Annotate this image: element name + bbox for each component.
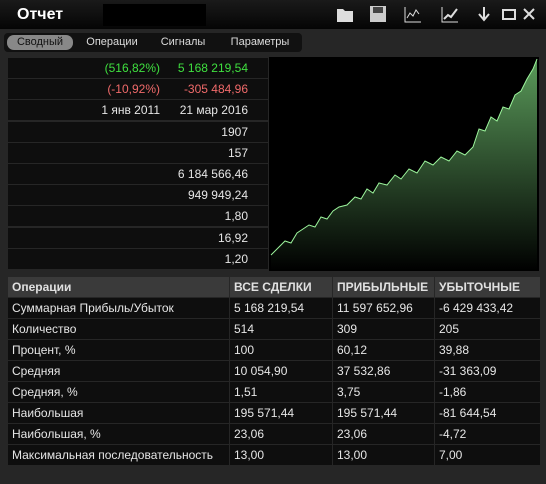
- table-cell: -31 363,09: [435, 361, 540, 381]
- redacted-field: [103, 4, 206, 26]
- table-cell: 195 571,44: [230, 403, 332, 423]
- summary-value: (-10,92%): [107, 82, 160, 97]
- table-cell: 39,88: [435, 340, 540, 360]
- summary-row: [8, 142, 268, 163]
- table-cell: -6 429 433,42: [435, 298, 540, 318]
- tab[interactable]: Сводный: [7, 35, 73, 50]
- summary-value: 6 184 566,46: [177, 167, 248, 181]
- chart-icon[interactable]: [403, 5, 423, 23]
- table-cell: 10 054,90: [230, 361, 332, 381]
- summary-row: [8, 227, 268, 248]
- summary-row: [8, 100, 268, 121]
- table-cell: 205: [435, 319, 540, 339]
- summary-value: 16,92: [217, 230, 248, 245]
- equity-line: [270, 58, 538, 256]
- open-icon[interactable]: [335, 5, 355, 23]
- minimize-icon[interactable]: [500, 5, 520, 23]
- table-cell: 100: [230, 340, 332, 360]
- summary-row: [8, 206, 268, 227]
- summary-row: [8, 79, 268, 100]
- table-cell: 514: [230, 319, 332, 339]
- summary-value: 1 янв 2011: [101, 103, 160, 118]
- tab[interactable]: Параметры: [230, 36, 290, 48]
- equity-chart: [269, 57, 539, 271]
- table-cell: Процент, %: [8, 340, 229, 360]
- table-cell: Средняя, %: [8, 382, 229, 402]
- table-cell: 60,12: [333, 340, 434, 360]
- table-header: ПРИБЫЛЬНЫЕ: [333, 277, 434, 297]
- summary-value: 1,20: [224, 251, 248, 266]
- save-icon[interactable]: [368, 5, 388, 23]
- summary-value: 157: [227, 145, 248, 160]
- table-cell: 309: [333, 319, 434, 339]
- table-cell: 11 597 652,96: [333, 298, 434, 318]
- table-header: ВСЕ СДЕЛКИ: [230, 277, 332, 297]
- close-icon[interactable]: [520, 5, 540, 23]
- summary-value: (516,82%): [104, 61, 160, 75]
- table-cell: 13,00: [333, 445, 434, 465]
- table-cell: Количество: [8, 319, 229, 339]
- table-cell: -4,72: [435, 424, 540, 444]
- table-cell: Наибольшая: [8, 403, 229, 423]
- table-cell: Суммарная Прибыль/Убыток: [8, 298, 229, 318]
- equity-icon[interactable]: [440, 5, 460, 23]
- table-cell: -1,86: [435, 382, 540, 402]
- summary-row: [8, 121, 268, 142]
- equity-area: [271, 59, 537, 271]
- tab[interactable]: Операции: [86, 36, 138, 48]
- window-title: Отчет: [17, 6, 64, 23]
- title-bar: Отчет: [0, 0, 546, 29]
- table-cell: 1,51: [230, 382, 332, 402]
- table-cell: 13,00: [230, 445, 332, 465]
- table-cell: 37 532,86: [333, 361, 434, 381]
- table-cell: 23,06: [230, 424, 332, 444]
- tab[interactable]: Сигналы: [160, 36, 206, 48]
- table-cell: 23,06: [333, 424, 434, 444]
- summary-row: [8, 248, 268, 269]
- summary-value: 949 949,24: [187, 188, 248, 203]
- summary-row: [8, 164, 268, 184]
- tab-bar: Сводный Операции Сигналы Параметры: [4, 33, 302, 52]
- summary-value: 1,80: [224, 209, 248, 224]
- table-header: УБЫТОЧНЫЕ: [435, 277, 540, 297]
- summary-row: [8, 58, 268, 78]
- summary-value: 21 мар 2016: [179, 103, 248, 118]
- table-cell: -81 644,54: [435, 403, 540, 423]
- table-cell: 195 571,44: [333, 403, 434, 423]
- summary-value: 1907: [221, 124, 248, 139]
- table-header: Операции: [8, 277, 229, 297]
- table-cell: Наибольшая, %: [8, 424, 229, 444]
- table-cell: 7,00: [435, 445, 540, 465]
- summary-value: 5 168 219,54: [177, 61, 248, 75]
- summary-row: [8, 185, 268, 206]
- down-icon[interactable]: [474, 5, 494, 23]
- table-cell: 3,75: [333, 382, 434, 402]
- summary-value: -305 484,96: [183, 82, 248, 97]
- table-cell: Максимальная последовательность: [8, 445, 229, 465]
- table-cell: 5 168 219,54: [230, 298, 332, 318]
- table-cell: Средняя: [8, 361, 229, 381]
